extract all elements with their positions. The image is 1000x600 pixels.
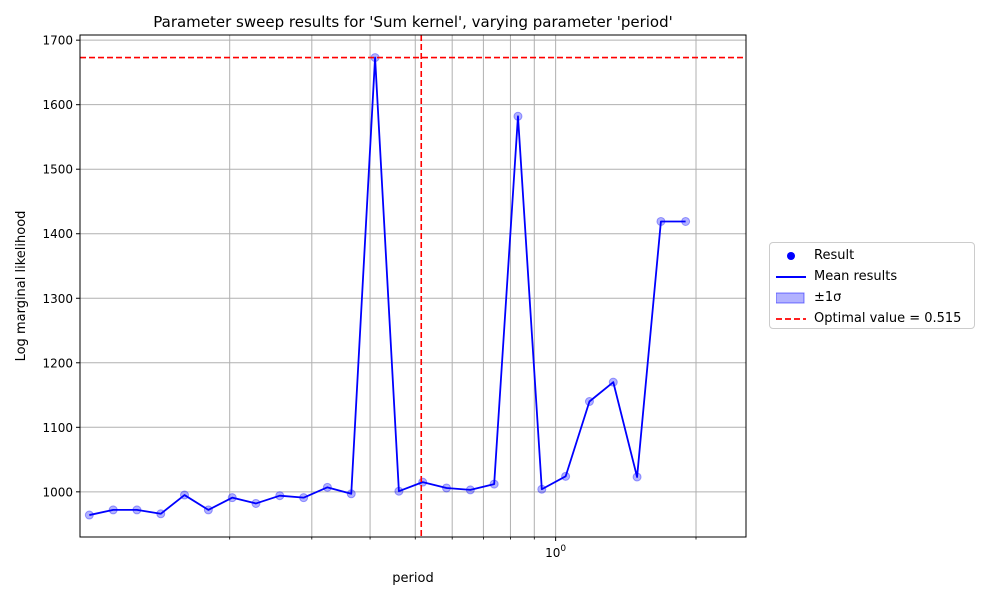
result-point	[227, 493, 237, 503]
y-tick-label: 1300	[42, 292, 73, 306]
result-point	[346, 489, 356, 499]
legend-marker-mean	[776, 276, 806, 278]
result-point	[656, 216, 666, 226]
result-point	[584, 396, 594, 406]
y-tick-label: 1200	[42, 356, 73, 370]
y-tick-label: 1000	[42, 485, 73, 499]
legend: Result Mean results ±1σ Optimal value = …	[769, 242, 975, 329]
legend-item-band: ±1σ	[770, 288, 974, 308]
result-point	[156, 509, 166, 519]
result-point	[513, 111, 523, 121]
legend-label-optimal: Optimal value = 0.515	[814, 311, 962, 326]
result-point	[84, 510, 94, 520]
x-axis-label: period	[392, 571, 433, 586]
result-point	[275, 491, 285, 501]
y-axis-label: Log marginal likelihood	[14, 211, 29, 362]
result-point	[632, 472, 642, 482]
x-tick-label: 100	[545, 544, 566, 560]
legend-item-mean: Mean results	[770, 267, 974, 287]
legend-item-result: Result	[770, 246, 974, 266]
mean-results-line	[89, 56, 686, 516]
legend-marker-result	[787, 252, 795, 260]
result-point	[132, 505, 142, 515]
legend-label-result: Result	[814, 248, 855, 263]
result-point	[180, 490, 190, 500]
legend-item-optimal: Optimal value = 0.515	[770, 309, 974, 329]
grid-lines	[80, 35, 746, 537]
result-point	[394, 486, 404, 496]
legend-label-band: ±1σ	[814, 290, 842, 305]
chart-title: Parameter sweep results for 'Sum kernel'…	[153, 13, 673, 31]
y-tick-label: 1100	[42, 421, 73, 435]
data-marks	[80, 35, 746, 537]
result-point	[203, 505, 213, 515]
plot-frame	[79, 34, 747, 538]
result-point	[108, 505, 118, 515]
result-point	[681, 216, 691, 226]
result-point	[537, 484, 547, 494]
legend-marker-optimal	[776, 318, 806, 320]
result-point	[299, 493, 309, 503]
result-point	[418, 477, 428, 487]
result-point	[251, 498, 261, 508]
result-point	[442, 483, 452, 493]
result-point	[489, 479, 499, 489]
result-point	[465, 485, 475, 495]
result-point	[561, 471, 571, 481]
result-point	[322, 482, 332, 492]
y-tick-label: 1400	[42, 227, 73, 241]
legend-label-mean: Mean results	[814, 269, 898, 284]
result-point	[608, 377, 618, 387]
y-tick-label: 1600	[42, 98, 73, 112]
y-tick-label: 1500	[42, 163, 73, 177]
axes: 1000 1100 1200 1300 1400 1500 1600 1700 100	[42, 34, 747, 560]
y-tick-label: 1700	[42, 34, 73, 48]
legend-marker-band	[776, 292, 805, 304]
